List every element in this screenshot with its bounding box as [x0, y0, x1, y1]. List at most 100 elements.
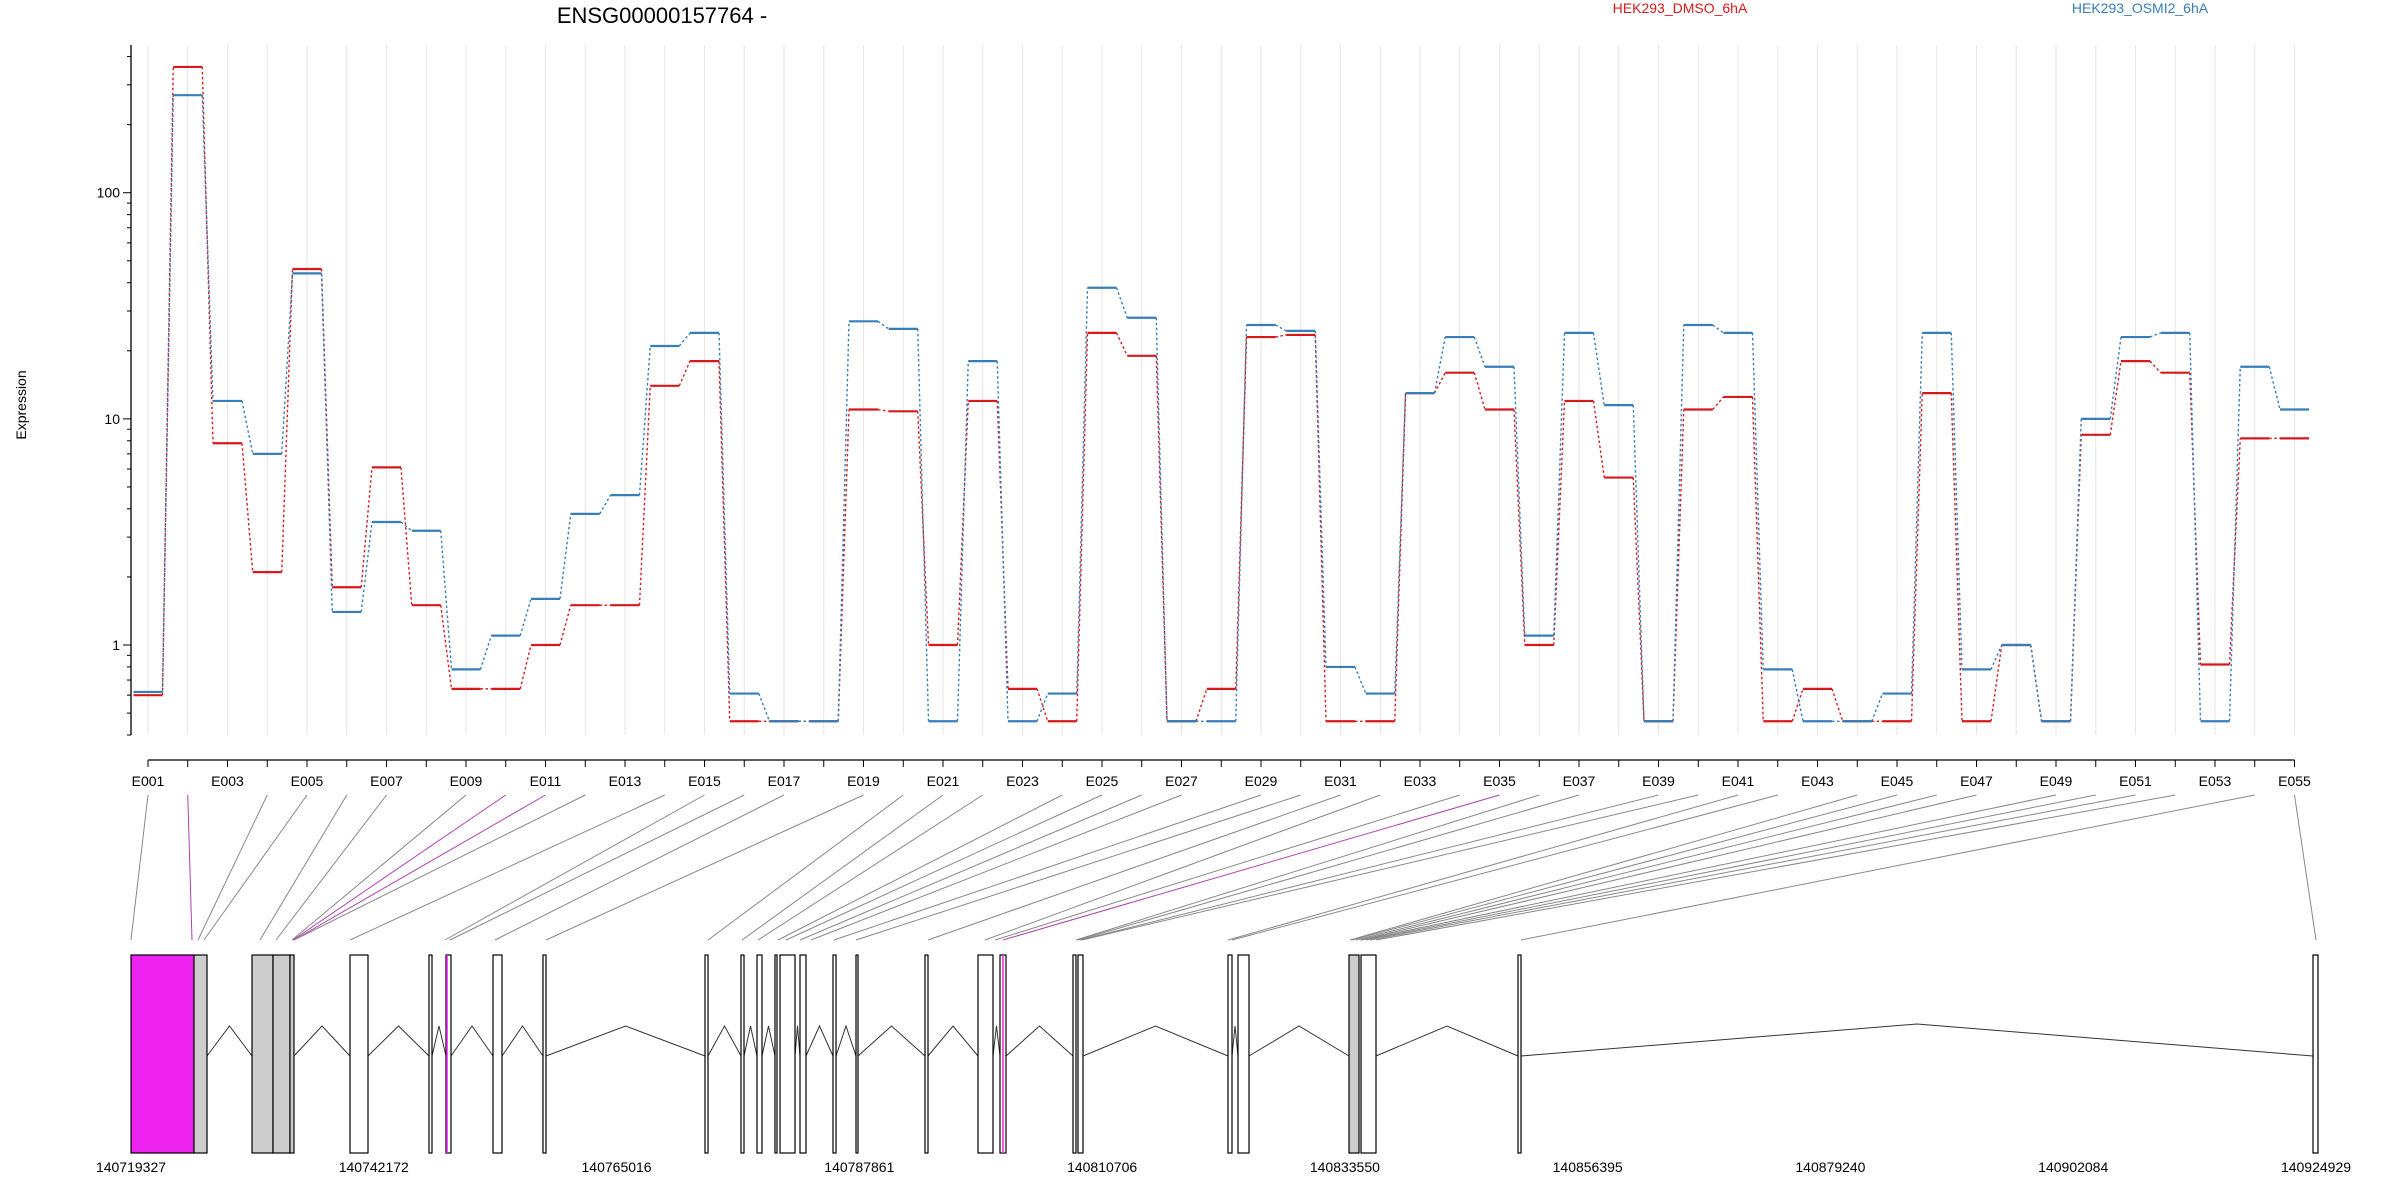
series-connector: [1712, 324, 1724, 334]
exon-tick-label: E019: [847, 773, 880, 789]
series-connector: [440, 530, 453, 670]
exon-connector: [785, 794, 1103, 941]
exon-box: [2312, 954, 2319, 1154]
series-connector: [559, 513, 572, 599]
series-connector: [1354, 666, 1367, 694]
gene-model: [130, 954, 2319, 1154]
exon-connector: [1375, 794, 2176, 941]
intron-line: [1520, 1023, 2314, 1057]
exon-tick-label: E001: [132, 773, 165, 789]
series-connector: [1115, 332, 1128, 357]
series-connector: [1473, 372, 1486, 410]
intron-line: [927, 1025, 979, 1057]
genomic-tick-label: 140856395: [1553, 1159, 1623, 1175]
series-connector: [1791, 669, 1804, 722]
exon-connector: [130, 794, 149, 941]
exon-connector: [927, 794, 1341, 941]
exon-connector: [1075, 794, 1540, 941]
series-connector: [1950, 332, 1963, 670]
series-connector: [1235, 325, 1248, 722]
series-connector: [1950, 393, 1963, 722]
series-connector: [2109, 361, 2122, 435]
exon-connector: [292, 794, 507, 941]
exon-connector: [1081, 794, 1699, 941]
series-connector: [1433, 336, 1446, 394]
intron-line: [707, 1024, 742, 1057]
exon-connector: [1361, 794, 2057, 941]
exon-box: [289, 954, 295, 1154]
exon-tick-label: E003: [211, 773, 244, 789]
exon-tick-label: E055: [2278, 773, 2311, 789]
exon-box: [740, 954, 745, 1154]
legend-entry-osmi2: HEK293_OSMI2_6hA: [2072, 0, 2209, 16]
exon-connector: [293, 794, 546, 941]
exon-connector: [741, 794, 944, 941]
series-connector: [638, 385, 651, 606]
exon-tick-label: E025: [1086, 773, 1119, 789]
genomic-coordinate-axis: 140719327 140742172 140765016 140787861 1408…: [96, 1159, 2351, 1175]
intron-line: [1248, 1025, 1350, 1057]
exon-box: [251, 954, 274, 1154]
genomic-tick-label: 140879240: [1795, 1159, 1865, 1175]
genomic-tick-label: 140810706: [1067, 1159, 1137, 1175]
series-connector: [1672, 325, 1685, 722]
exon-connector: [449, 794, 745, 941]
exon-box: [1072, 954, 1077, 1154]
series-connector: [996, 400, 1009, 689]
series-connector: [1871, 693, 1884, 722]
intron-line: [1231, 1025, 1239, 1057]
intron-line: [206, 1025, 253, 1057]
series-connector: [1433, 372, 1446, 394]
exon-connector: [1079, 794, 1659, 941]
series-connector: [758, 693, 771, 722]
exon-tick-label: E015: [688, 773, 721, 789]
exon-connector: [1369, 794, 2136, 941]
exon-connector: [1359, 794, 1977, 941]
series-connector: [479, 635, 492, 670]
series-connector: [519, 644, 532, 690]
exon-connector: [1520, 794, 2255, 941]
series-connector: [1314, 330, 1327, 667]
intron-line: [431, 1025, 447, 1057]
series-connector: [1751, 396, 1764, 722]
series-connector: [1275, 324, 1287, 332]
exon-tick-label: E031: [1324, 773, 1357, 789]
series-connector: [1910, 393, 1923, 722]
series-connector: [2149, 360, 2162, 374]
series-connector: [2109, 336, 2122, 419]
exon-tick-label: E041: [1722, 773, 1755, 789]
axes: 1 10 100: [97, 45, 2295, 767]
series-connector: [1592, 332, 1605, 406]
exon-connector: [984, 794, 1381, 941]
intron-line: [992, 1025, 1001, 1057]
exon-box: [832, 954, 837, 1154]
exon-connector: [1365, 794, 2096, 941]
intron-line: [761, 1025, 776, 1057]
series-connector: [718, 361, 731, 722]
exon-tick-label: E037: [1563, 773, 1596, 789]
exon-box: [855, 954, 859, 1154]
series-connector: [281, 273, 294, 454]
series-connector: [320, 273, 333, 612]
exon-tick-label: E021: [927, 773, 960, 789]
intron-line: [545, 1025, 706, 1057]
exon-tick-label: E005: [291, 773, 324, 789]
exon-connector: [2294, 794, 2317, 941]
y-tick-label: 100: [97, 185, 121, 201]
series-connector: [1791, 688, 1804, 722]
series-HEK293_DMSO_6hA: [133, 65, 2309, 723]
series-connector: [1036, 693, 1049, 722]
exon-tick-label: E011: [530, 773, 562, 789]
exon-box: [1348, 954, 1360, 1154]
intron-line: [450, 1025, 494, 1057]
series-connector: [877, 320, 890, 330]
exon-box: [1237, 954, 1250, 1154]
series-connector: [1990, 644, 2003, 670]
exon-connector: [1351, 794, 1898, 941]
intron-line: [293, 1025, 351, 1057]
exon-connector: [833, 794, 1262, 941]
series-connector: [1076, 287, 1089, 694]
series-connector: [1076, 332, 1089, 722]
exon-connectors: [130, 794, 2317, 941]
series-connector: [1155, 317, 1168, 722]
